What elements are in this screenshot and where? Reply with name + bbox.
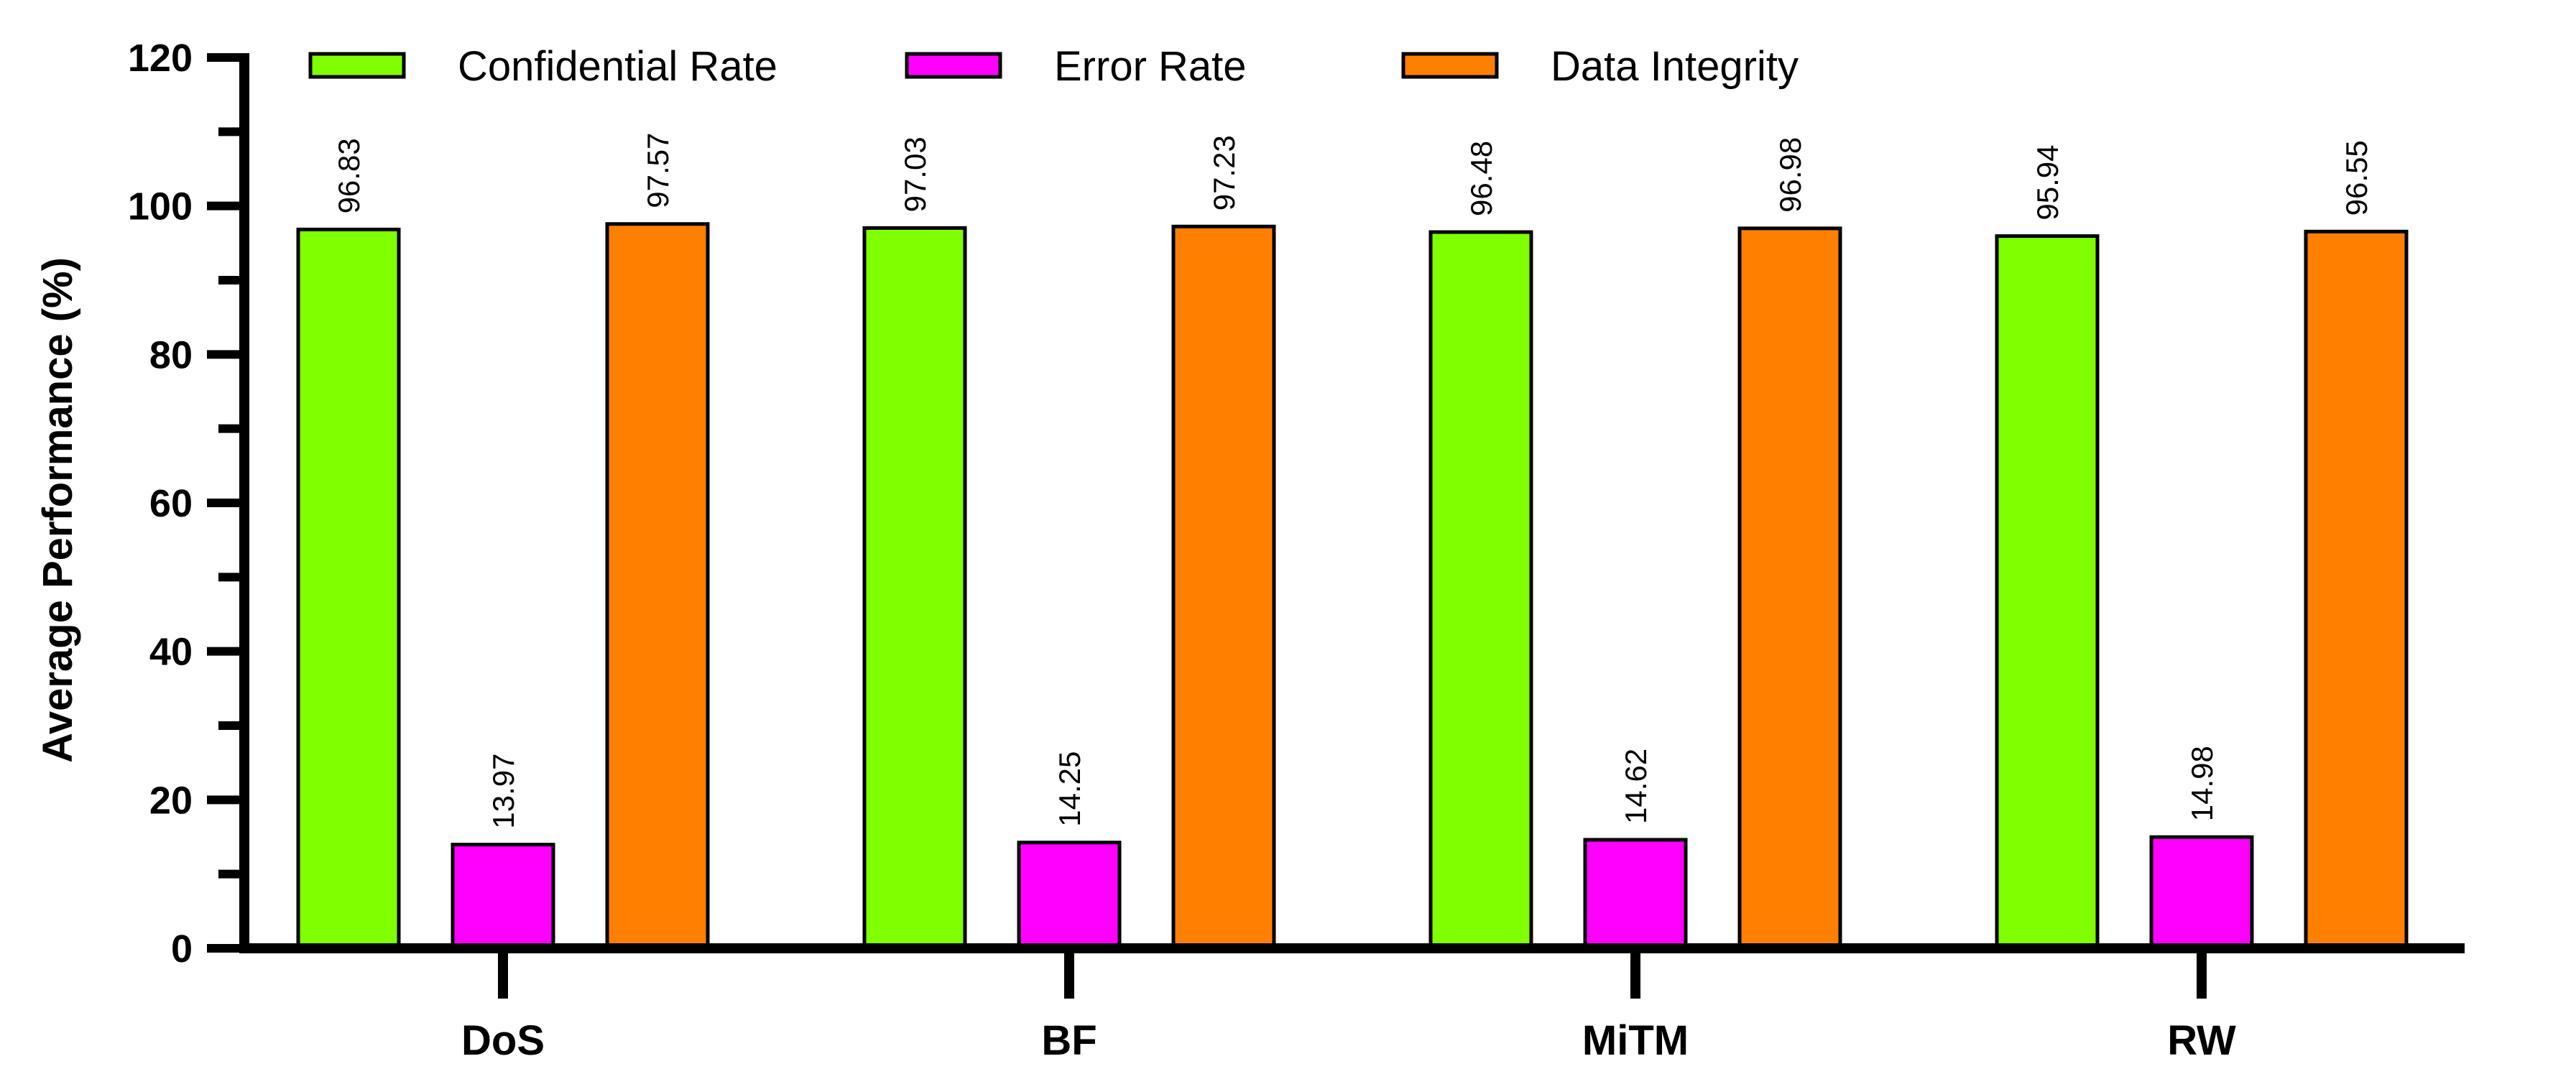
x-axis: DoS BF MiTM RW: [239, 943, 2465, 1064]
x-tick-label: BF: [1041, 1017, 1097, 1064]
bar: [862, 226, 967, 950]
y-axis-title: Average Performance (%): [34, 257, 81, 763]
data-label: 14.62: [1619, 749, 1653, 824]
data-label: 14.98: [2185, 746, 2219, 821]
bar: [2304, 229, 2409, 950]
bar: [1171, 224, 1276, 950]
bar: [605, 222, 710, 950]
bar: [1995, 234, 2100, 950]
data-label: 97.03: [898, 136, 932, 212]
data-label: 96.98: [1773, 137, 1807, 213]
data-label: 97.23: [1207, 135, 1241, 210]
legend-swatch: [1401, 52, 1499, 79]
y-tick-label: 40: [149, 631, 193, 674]
data-label: 95.94: [2031, 145, 2064, 221]
y-tick-label: 60: [149, 482, 193, 525]
x-tick-label: DoS: [461, 1017, 545, 1064]
data-label: 97.57: [641, 133, 675, 208]
legend: Confidential Rate Error Rate Data Integrit…: [308, 43, 1799, 90]
y-tick-label: 120: [128, 37, 193, 80]
data-label: 96.83: [332, 138, 366, 213]
y-axis: 0 20 40 60 80 100 120: [128, 37, 249, 971]
y-tick-label: 100: [128, 185, 193, 228]
bar: [296, 227, 401, 950]
bar: [451, 843, 555, 950]
bars-group: 96.83 13.97 97.57 97.03 14.25 97.23 96.48 14.62…: [296, 133, 2409, 950]
bar: [2149, 835, 2254, 950]
bar: [1017, 841, 1122, 950]
y-tick-label: 20: [149, 779, 193, 822]
bar: [1583, 838, 1688, 950]
legend-label: Data Integrity: [1551, 43, 1799, 90]
data-label: 96.48: [1464, 141, 1498, 216]
legend-swatch: [905, 52, 1002, 79]
legend-label: Error Rate: [1054, 43, 1247, 90]
data-label: 14.25: [1053, 751, 1086, 827]
bar: [1428, 230, 1533, 950]
data-label: 96.55: [2340, 140, 2373, 216]
data-label: 13.97: [486, 754, 520, 829]
x-tick-label: RW: [2167, 1017, 2236, 1064]
y-tick-label: 0: [171, 927, 193, 971]
y-tick-label: 80: [149, 333, 193, 376]
bar: [1737, 226, 1842, 950]
legend-label: Confidential Rate: [458, 43, 777, 90]
x-tick-label: MiTM: [1582, 1017, 1689, 1064]
legend-swatch: [308, 52, 406, 79]
